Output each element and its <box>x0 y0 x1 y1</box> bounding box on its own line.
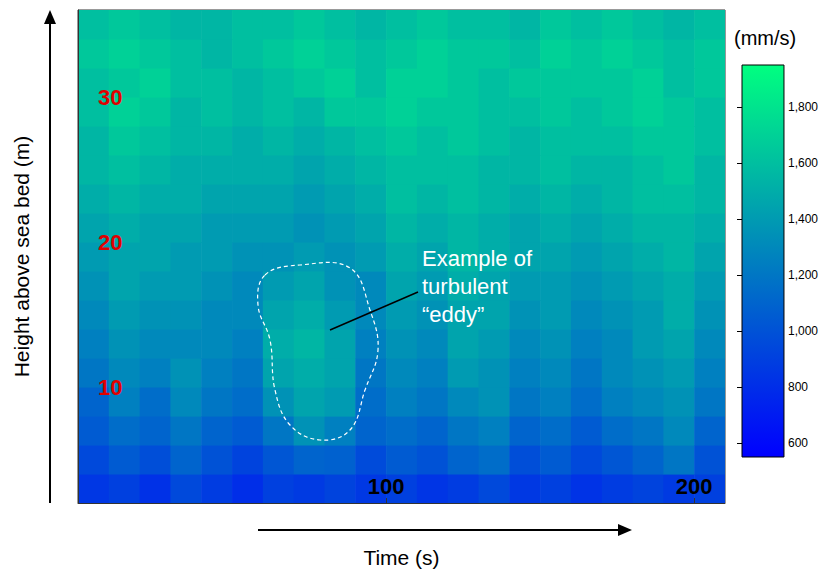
svg-text:Time (s): Time (s) <box>363 546 439 569</box>
svg-text:1,600: 1,600 <box>788 156 818 170</box>
svg-text:10: 10 <box>98 375 122 400</box>
svg-text:1,800: 1,800 <box>788 100 818 114</box>
svg-text:turbulent: turbulent <box>422 274 514 299</box>
svg-text:Example of: Example of <box>422 246 538 271</box>
svg-text:800: 800 <box>788 380 808 394</box>
svg-text:200: 200 <box>676 474 713 499</box>
svg-text:1,200: 1,200 <box>788 268 818 282</box>
svg-text:“eddy”: “eddy” <box>422 302 484 327</box>
svg-text:100: 100 <box>368 474 405 499</box>
svg-text:Height above sea bed (m): Height above sea bed (m) <box>10 136 33 378</box>
svg-text:(mm/s): (mm/s) <box>734 27 796 49</box>
svg-text:600: 600 <box>788 436 808 450</box>
svg-text:1,400: 1,400 <box>788 212 818 226</box>
svg-text:1,000: 1,000 <box>788 324 818 338</box>
svg-text:20: 20 <box>98 230 122 255</box>
svg-text:30: 30 <box>98 85 122 110</box>
